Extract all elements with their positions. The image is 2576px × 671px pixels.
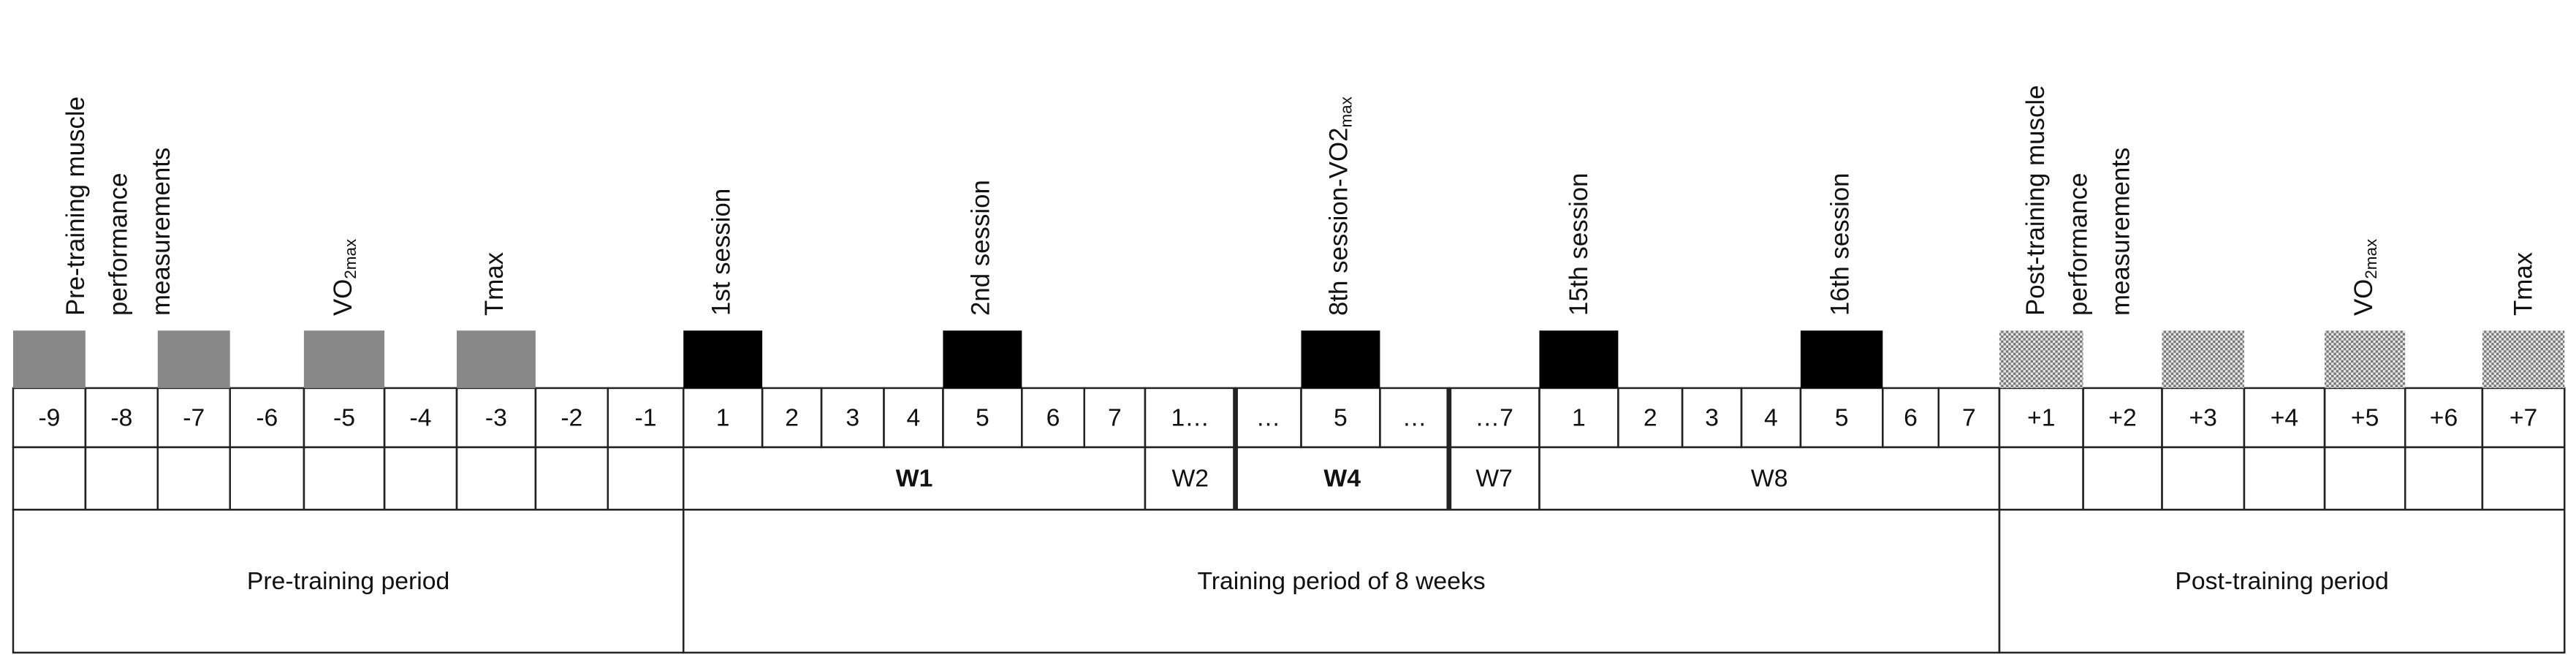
week-cell (2323, 446, 2406, 511)
day-label: 5 (1334, 404, 1348, 432)
day-label: +1 (2027, 404, 2055, 432)
day-label: 7 (1108, 404, 1122, 432)
annotation: performance (104, 173, 132, 316)
event-marker (2482, 330, 2565, 388)
event-marker (1301, 330, 1380, 388)
annotation: 16th session (1825, 173, 1854, 316)
day-label: 4 (1764, 404, 1778, 432)
annotation-base: VO (2349, 279, 2378, 316)
day-label: -7 (183, 404, 205, 432)
annotation-sub: 2max (341, 239, 360, 279)
event-marker (943, 330, 1022, 388)
day-label: -4 (410, 404, 432, 432)
event-marker (1800, 330, 1883, 388)
day-label: 3 (1705, 404, 1719, 432)
week-cell (1998, 446, 2084, 511)
day-label: 1 (1572, 404, 1586, 432)
day-label: +7 (2509, 404, 2537, 432)
week-cell (229, 446, 305, 511)
annotation: 15th session (1565, 173, 1593, 316)
week-cell (2404, 446, 2484, 511)
annotation-base: VO (329, 279, 357, 316)
annotation: Tmax (480, 251, 509, 316)
week-cell (2243, 446, 2326, 511)
period-label: Training period of 8 weeks (1197, 567, 1485, 595)
day-label: -2 (561, 404, 582, 432)
day-label: 7 (1962, 404, 1976, 432)
annotation: performance (2064, 173, 2092, 316)
annotation: Post-training muscle (2021, 86, 2050, 316)
day-label: … (1256, 404, 1281, 432)
day-label: 6 (1046, 404, 1060, 432)
event-marker (303, 330, 385, 388)
day-label: -8 (110, 404, 132, 432)
week-label: W8 (1751, 465, 1788, 493)
day-label: +4 (2271, 404, 2298, 432)
day-label: 5 (1835, 404, 1849, 432)
week-cell (455, 446, 537, 511)
day-label: +2 (2108, 404, 2136, 432)
annotation: Tmax (2509, 251, 2538, 316)
week-cell (2082, 446, 2163, 511)
day-label: -5 (333, 404, 355, 432)
day-label: 2 (1644, 404, 1657, 432)
week-cell (303, 446, 386, 511)
day-label: 4 (907, 404, 921, 432)
day-label: 3 (846, 404, 859, 432)
day-label: -1 (635, 404, 657, 432)
event-marker (1999, 330, 2083, 388)
annotation-sub: 2max (2362, 239, 2380, 279)
day-label: +3 (2189, 404, 2216, 432)
event-marker (456, 330, 536, 388)
week-cell (2161, 446, 2246, 511)
annotation-sub: max (1337, 96, 1355, 127)
week-label: W1 (896, 465, 933, 493)
day-label: -6 (256, 404, 278, 432)
day-label: 1… (1171, 404, 1209, 432)
annotation: 1st session (707, 189, 735, 316)
event-marker (1539, 330, 1619, 388)
day-label: 1 (716, 404, 730, 432)
day-label: +5 (2351, 404, 2379, 432)
period-label: Post-training period (2175, 567, 2388, 595)
day-label: …7 (1475, 404, 1513, 432)
week-cell (12, 446, 87, 511)
event-marker (2325, 330, 2406, 388)
day-label: … (1402, 404, 1427, 432)
week-cell (383, 446, 458, 511)
week-cell (607, 446, 685, 511)
annotation-base: 8th session-VO2 (1325, 128, 1353, 316)
annotation: VO2max (329, 239, 360, 316)
event-marker (683, 330, 763, 388)
period-cell (1998, 509, 2566, 654)
annotation: measurements (147, 148, 175, 316)
event-marker (157, 330, 230, 388)
annotation: 8th session-VO2max (1325, 96, 1356, 316)
day-label: -3 (485, 404, 507, 432)
period-label: Pre-training period (247, 567, 449, 595)
week-cell (156, 446, 231, 511)
event-marker (12, 330, 86, 388)
annotation: VO2max (2349, 239, 2380, 316)
day-label: 5 (976, 404, 989, 432)
annotation: measurements (2107, 148, 2135, 316)
day-label: 6 (1904, 404, 1918, 432)
annotation: Pre-training muscle (61, 96, 90, 316)
week-label: W2 (1171, 465, 1209, 493)
day-label: -9 (38, 404, 60, 432)
week-label: W7 (1475, 465, 1513, 493)
day-label: +6 (2430, 404, 2458, 432)
week-cell (84, 446, 159, 511)
week-label: W4 (1323, 465, 1361, 493)
day-label: 2 (785, 404, 799, 432)
week-cell (2481, 446, 2566, 511)
week-cell (534, 446, 609, 511)
annotation: 2nd session (967, 180, 995, 316)
event-marker (2162, 330, 2244, 388)
